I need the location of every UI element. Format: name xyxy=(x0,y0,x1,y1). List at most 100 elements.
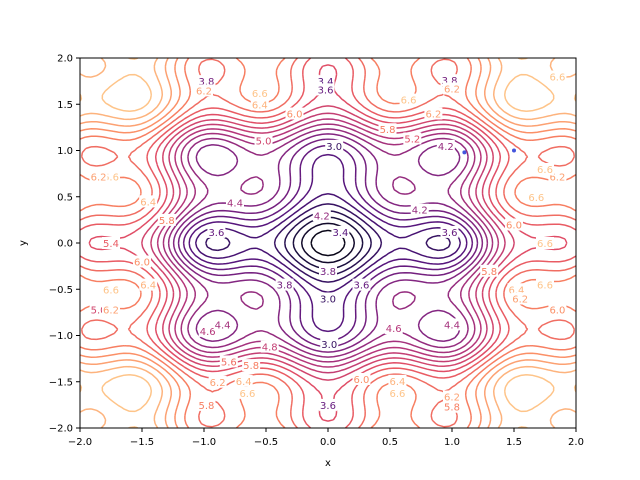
contour-level-19 xyxy=(80,58,576,428)
contour-label: 4.2 xyxy=(412,206,428,217)
contour-level-9 xyxy=(177,138,479,348)
contour-label: 6.0 xyxy=(134,258,150,269)
contour-label-bg xyxy=(238,386,257,399)
contour-label: 4.4 xyxy=(215,320,231,331)
contour-label: 6.6 xyxy=(252,89,268,100)
contour-label-bg xyxy=(195,84,213,97)
contour-level-15 xyxy=(141,105,515,381)
marker-point xyxy=(512,148,516,153)
contour-label-bg xyxy=(511,292,530,305)
contour-level-11 xyxy=(167,128,489,358)
contour-label: 6.6 xyxy=(537,165,553,176)
contour-labels: 3.86.2 6.66.46.05.03.43.63.03.86.26.66.25… xyxy=(89,70,567,414)
contour-level-21 xyxy=(80,58,576,428)
contour-label: 5.0 xyxy=(256,136,272,147)
contour-label: 3.4 xyxy=(318,77,334,88)
contour-label: 6.0 xyxy=(354,375,370,386)
contour-label-bg xyxy=(480,264,499,277)
contour-label-bg xyxy=(505,218,523,231)
contour-label-bg xyxy=(536,163,554,175)
contour-label-bg xyxy=(320,337,339,350)
contour-label: 3.8 xyxy=(277,281,293,292)
contour-label: 6.2 xyxy=(210,378,226,389)
contour-label-bg xyxy=(197,398,216,411)
contour-label-bg xyxy=(316,83,335,96)
contour-label-bg xyxy=(399,93,418,106)
marker-point xyxy=(462,150,467,155)
contour-label: 6.6 xyxy=(401,96,417,107)
contour-label: 6.6 xyxy=(389,389,405,400)
contour-label-bg xyxy=(89,170,108,183)
contour-label-bg xyxy=(443,82,461,95)
contour-label: 5.8 xyxy=(380,125,396,136)
contour-label-bg xyxy=(133,255,151,268)
contour-label-bg xyxy=(440,225,459,238)
contour-label: 4.2 xyxy=(438,142,454,153)
contour-label-bg xyxy=(536,237,554,249)
contour-level-10 xyxy=(172,133,484,353)
contour-label-bg xyxy=(319,398,337,411)
contour-label: 6.2 xyxy=(444,85,460,96)
y-tick-label: −2.0 xyxy=(49,424,73,435)
contour-label: 6.6 xyxy=(239,389,255,400)
contour-label: 3.6 xyxy=(208,228,224,239)
contour-label-bg xyxy=(102,283,120,296)
contour-level-20 xyxy=(80,58,576,428)
contour-label: 6.4 xyxy=(236,377,252,388)
contour-label: 4.8 xyxy=(262,343,278,354)
contour-label-bg xyxy=(436,139,455,152)
contour-label-bg xyxy=(285,107,304,120)
contour-label: 6.4 xyxy=(509,285,525,296)
contour-label-bg xyxy=(352,372,371,385)
contour-label-bg xyxy=(388,374,407,387)
y-tick-label: 1.5 xyxy=(57,100,73,111)
x-tick-label: 2.0 xyxy=(568,437,584,448)
y-axis-ticks: −2.0 −1.5 −1.0 −0.5 0.0 0.5 1.0 1.5 2.0 xyxy=(49,54,80,435)
x-tick-label: 1.5 xyxy=(506,437,522,448)
contour-label: 3.0 xyxy=(321,340,337,351)
contour-label-bg xyxy=(536,278,554,291)
contour-lines xyxy=(80,58,576,428)
contour-label: 6.2 xyxy=(103,306,119,317)
contour-label-bg xyxy=(157,213,176,226)
contour-label: 6.2 xyxy=(196,86,212,97)
contour-label-bg xyxy=(527,190,546,203)
y-tick-label: 1.0 xyxy=(57,146,73,157)
contour-label-bg xyxy=(102,303,120,316)
x-tick-label: −2.0 xyxy=(68,437,92,448)
contour-level-8 xyxy=(182,144,474,342)
contour-label: 6.0 xyxy=(506,221,522,232)
contour-label-bg xyxy=(352,278,371,291)
contour-label: 6.6 xyxy=(537,281,553,292)
contour-label-bg xyxy=(207,225,226,238)
contour-label: 3.8 xyxy=(442,76,458,87)
contour-label: 3.4 xyxy=(332,228,348,239)
contour-label: 4.4 xyxy=(444,320,460,331)
contour-label-bg xyxy=(548,70,567,83)
contour-label: 3.6 xyxy=(318,85,334,96)
contour-label-bg xyxy=(254,134,273,147)
contour-label: 5.6 xyxy=(221,357,237,368)
contour-label: 5.2 xyxy=(404,134,420,145)
contour-label-bg xyxy=(242,359,261,372)
markers xyxy=(462,148,516,155)
contour-label-bg xyxy=(507,283,526,296)
contour-label: 6.4 xyxy=(140,281,156,292)
contour-label-bg xyxy=(388,386,407,399)
contour-label-bg xyxy=(250,98,269,111)
contour-label: 5.4 xyxy=(103,239,119,250)
contour-label-bg xyxy=(234,374,253,387)
contour-label: 6.6 xyxy=(103,285,119,296)
contour-label-bg xyxy=(548,303,567,316)
contour-label: 6.0 xyxy=(287,110,303,121)
contour-label-bg xyxy=(410,203,429,216)
contour-label: 5.8 xyxy=(199,401,215,412)
contour-label: 6.6 xyxy=(549,73,565,84)
x-tick-label: −1.5 xyxy=(130,437,154,448)
contour-label: 6.2 xyxy=(512,295,528,306)
contour-label: 5.0 xyxy=(91,306,107,317)
contour-label: 5.8 xyxy=(481,267,497,278)
contour-level-3 xyxy=(292,216,364,270)
contour-level-16 xyxy=(88,64,568,422)
